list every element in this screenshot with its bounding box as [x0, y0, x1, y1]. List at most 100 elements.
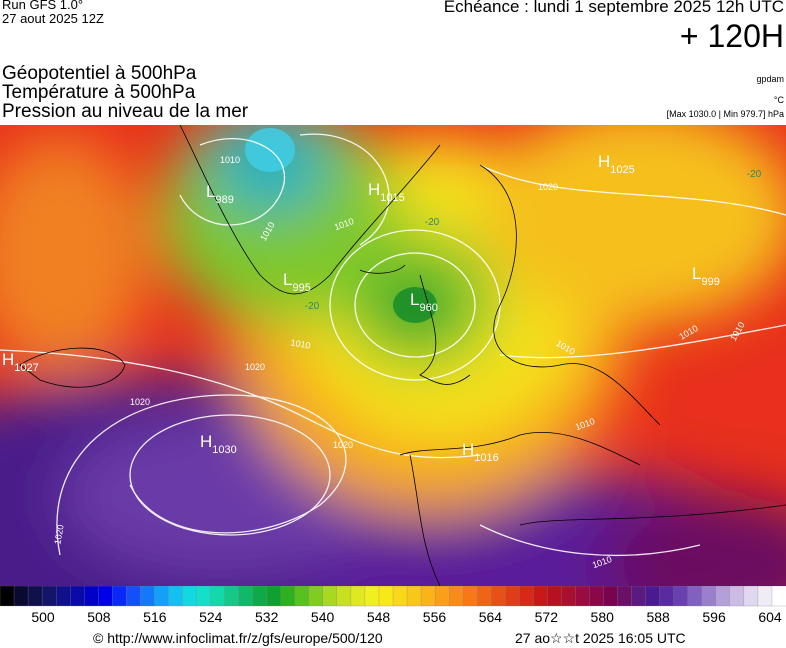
- footer-timestamp: 27 ao☆☆t 2025 16:05 UTC: [515, 630, 686, 646]
- scale-swatch: [547, 586, 563, 607]
- color-scale: 500 508 516 524 532 540 548 556 564 572 580 588 596 6…: [0, 586, 786, 625]
- center-kind: L: [283, 270, 292, 289]
- scale-swatch: [55, 586, 71, 607]
- scale-swatch: [575, 586, 591, 607]
- center-value: 1016: [474, 452, 498, 464]
- scale-tick-label: 580: [591, 609, 615, 625]
- pressure-center: H1025: [598, 152, 635, 176]
- scale-swatch: [252, 586, 268, 607]
- scale-tick-label: 572: [535, 609, 559, 625]
- scale-swatch: [701, 586, 717, 607]
- center-value: 995: [292, 282, 310, 294]
- map: H1027H1030L989L995L960H1015H1025L999H101…: [0, 125, 786, 586]
- scale-tick-label: 548: [367, 609, 391, 625]
- center-kind: H: [462, 440, 474, 459]
- scale-swatch: [561, 586, 577, 607]
- pressure-range: [Max 1030.0 | Min 979.7] hPa: [666, 109, 784, 119]
- scale-swatch: [308, 586, 324, 607]
- scale-swatch: [519, 586, 535, 607]
- isotherm-label: -20: [305, 301, 320, 312]
- scale-swatch: [743, 586, 759, 607]
- scale-tick-label: 508: [87, 609, 111, 625]
- scale-swatch: [491, 586, 506, 607]
- scale-tick-label: 604: [758, 609, 782, 625]
- center-kind: H: [598, 152, 610, 171]
- isotherm-label: -20: [747, 169, 762, 180]
- lead-time: + 120H: [679, 18, 784, 54]
- scale-swatch: [41, 586, 57, 607]
- center-kind: H: [200, 432, 212, 451]
- scale-swatch: [238, 586, 254, 607]
- scale-swatch: [603, 586, 619, 607]
- scale-swatch: [0, 586, 15, 607]
- scale-swatch: [406, 586, 422, 607]
- scale-swatch: [98, 586, 113, 607]
- echeance: Echéance : lundi 1 septembre 2025 12h UT…: [443, 0, 784, 16]
- center-kind: H: [368, 180, 380, 199]
- scale-swatch: [589, 586, 605, 607]
- scale-swatch: [505, 586, 520, 607]
- isotherm-label: -20: [425, 217, 440, 228]
- scale-swatch: [687, 586, 703, 607]
- title-geo: Géopotentiel à 500hPa: [2, 63, 197, 84]
- scale-tick-label: 500: [31, 609, 55, 625]
- scale-swatch: [294, 586, 310, 607]
- scale-swatch: [729, 586, 745, 607]
- title-temp: Température à 500hPa: [2, 82, 196, 103]
- scale-swatch: [350, 586, 366, 607]
- scale-swatch: [84, 586, 99, 607]
- isobar-label: 1020: [333, 440, 353, 450]
- scale-swatch: [280, 586, 296, 607]
- scale-swatch: [112, 586, 127, 607]
- scale-tick-label: 556: [423, 609, 447, 625]
- scale-swatch: [631, 586, 647, 607]
- scale-swatch: [715, 586, 731, 607]
- scale-swatch: [771, 586, 786, 607]
- pressure-center: L960: [410, 290, 438, 314]
- unit-geo: gpdam: [756, 74, 784, 84]
- pressure-center: H1015: [368, 180, 405, 204]
- center-kind: H: [2, 350, 14, 369]
- center-kind: L: [206, 182, 215, 201]
- scale-swatch: [266, 586, 282, 607]
- scale-swatch: [673, 586, 689, 607]
- scale-swatch: [154, 586, 170, 607]
- isobar-label: 1020: [538, 182, 558, 192]
- scale-swatch: [168, 586, 184, 607]
- center-value: 1015: [380, 192, 404, 204]
- scale-swatch: [140, 586, 156, 607]
- center-value: 1025: [610, 164, 634, 176]
- coastlines: [19, 125, 786, 586]
- scale-swatch: [322, 586, 338, 607]
- title-pressure: Pression au niveau de la mer: [2, 101, 249, 122]
- scale-tick-label: 564: [479, 609, 503, 625]
- isobar-label: 1010: [290, 337, 311, 350]
- scale-swatch: [434, 586, 450, 607]
- scale-swatch: [533, 586, 549, 607]
- scale-tick-label: 524: [199, 609, 223, 625]
- scale-tick-label: 532: [255, 609, 279, 625]
- pressure-center: L999: [692, 264, 720, 288]
- scale-swatch: [27, 586, 43, 607]
- scale-swatch: [659, 586, 675, 607]
- center-value: 960: [419, 302, 437, 314]
- center-value: 999: [701, 276, 719, 288]
- run-label: Run GFS 1.0°: [2, 0, 84, 12]
- center-kind: L: [692, 264, 701, 283]
- center-value: 1030: [212, 444, 236, 456]
- unit-temp: °C: [773, 95, 784, 105]
- isobar-label: 1020: [130, 397, 150, 407]
- pressure-center: L995: [283, 270, 311, 294]
- scale-swatch: [645, 586, 661, 607]
- scale-swatch: [70, 586, 85, 607]
- isobar-label: 1020: [245, 362, 265, 372]
- pressure-center: L989: [206, 182, 234, 206]
- scale-swatch: [448, 586, 464, 607]
- scale-swatch: [463, 586, 478, 607]
- scale-swatch: [617, 586, 633, 607]
- scale-swatch: [196, 586, 212, 607]
- scale-tick-label: 596: [702, 609, 726, 625]
- scale-swatch: [420, 586, 436, 607]
- scale-swatch: [378, 586, 394, 607]
